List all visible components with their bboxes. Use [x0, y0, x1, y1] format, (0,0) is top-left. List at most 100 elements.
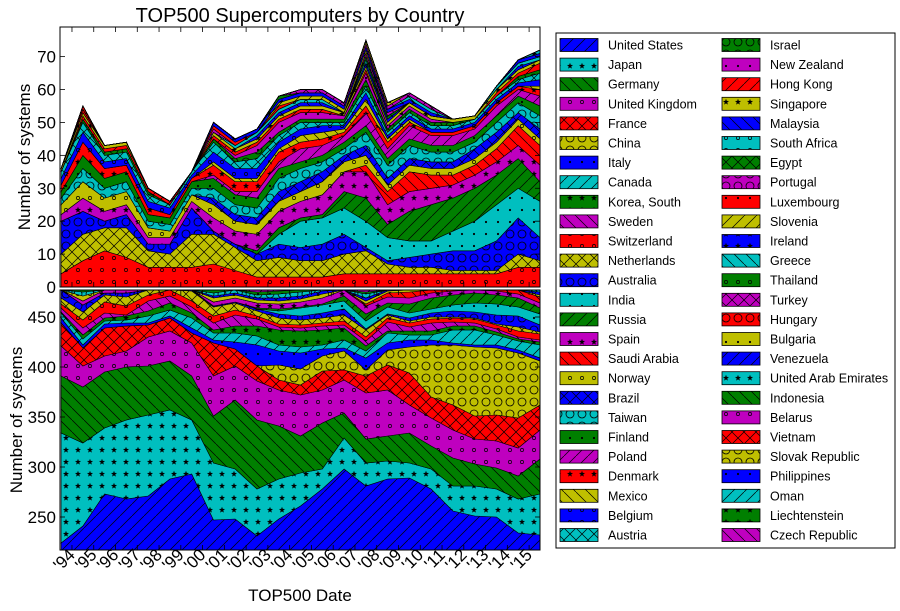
legend-label: Ireland	[770, 235, 808, 249]
legend-swatch	[559, 292, 599, 307]
y-tick-label: 60	[37, 81, 56, 100]
legend-swatch	[721, 234, 761, 248]
legend-label: Indonesia	[770, 391, 824, 405]
legend-label: Korea, South	[608, 195, 681, 209]
legend-label: Germany	[608, 78, 660, 92]
legend-swatch	[559, 351, 599, 366]
legend-item-thailand: Thailand	[721, 273, 818, 288]
y-tick-label: 250	[28, 508, 56, 527]
legend-swatch	[559, 57, 599, 72]
legend-item-venezuela: Venezuela	[721, 351, 828, 366]
x-axis-label: TOP500 Date	[248, 586, 352, 605]
y-tick-label: 10	[37, 245, 56, 264]
y-tick-label: 30	[37, 179, 56, 198]
legend-item-oman: Oman	[721, 488, 804, 503]
legend-swatch	[559, 253, 599, 268]
legend-swatch	[559, 508, 599, 523]
legend-label: Netherlands	[608, 254, 675, 268]
legend-item-poland: Poland	[559, 449, 647, 464]
legend-label: Greece	[770, 254, 811, 268]
legend-swatch	[559, 449, 599, 464]
legend-label: China	[608, 137, 641, 151]
legend-label: Portugal	[770, 176, 817, 190]
legend-item-egypt: Egypt	[721, 155, 802, 170]
y-tick-label: 350	[28, 408, 56, 427]
legend-swatch	[559, 214, 599, 229]
legend-swatch	[559, 38, 599, 52]
plot-frame-lower	[59, 289, 541, 551]
legend-item-slovak-republic: Slovak Republic	[721, 449, 860, 464]
legend-item-germany: Germany	[559, 77, 660, 92]
legend-item-saudi-arabia: Saudi Arabia	[559, 351, 679, 366]
y-tick-label: 40	[37, 146, 56, 165]
legend-label: Egypt	[770, 156, 802, 170]
legend-label: United Kingdom	[608, 97, 697, 111]
legend-label: Canada	[608, 176, 652, 190]
panel-lower: 250 300 350 400 450	[28, 289, 541, 551]
legend-swatch	[559, 77, 599, 92]
legend-label: Finland	[608, 431, 649, 445]
y-tick-label: 50	[37, 113, 56, 132]
legend-label: Belarus	[770, 411, 812, 425]
y-axis-label-lower: Number of systems	[7, 347, 26, 493]
y-tick-label: 70	[37, 48, 56, 67]
legend-item-indonesia: Indonesia	[721, 390, 824, 405]
y-tick-label: 400	[28, 358, 56, 377]
legend-swatch	[721, 351, 761, 366]
legend-label: Philippines	[770, 470, 830, 484]
legend-swatch	[559, 312, 599, 327]
legend-label: Turkey	[770, 293, 808, 307]
legend-item-belarus: Belarus	[721, 410, 812, 425]
legend-label: Russia	[608, 313, 646, 327]
legend-item-belgium: Belgium	[559, 508, 653, 523]
legend-label: Sweden	[608, 215, 653, 229]
legend: United States Japan Germany United Kingdom F…	[555, 32, 896, 549]
legend-item-hungary: Hungary	[721, 312, 818, 327]
legend-label: Brazil	[608, 391, 639, 405]
legend-swatch	[721, 116, 761, 131]
legend-item-india: India	[559, 292, 635, 307]
panel-upper: 0 10 20 30 40 50 60 70	[37, 26, 541, 297]
legend-swatch	[721, 253, 761, 268]
legend-label: Saudi Arabia	[608, 352, 679, 366]
legend-label: Japan	[608, 58, 642, 72]
y-tick-label: 0	[47, 278, 56, 297]
legend-swatch	[721, 214, 761, 229]
legend-swatch	[721, 469, 761, 484]
legend-item-vietnam: Vietnam	[721, 430, 816, 445]
legend-item-new-zealand: New Zealand	[721, 57, 844, 72]
legend-item-japan: Japan	[559, 57, 642, 72]
legend-label: Hungary	[770, 313, 818, 327]
legend-swatch	[721, 57, 761, 72]
legend-label: Oman	[770, 489, 804, 503]
legend-swatch	[559, 488, 599, 503]
legend-item-bulgaria: Bulgaria	[721, 332, 816, 347]
legend-item-israel: Israel	[721, 38, 801, 53]
plot-frame-upper	[59, 26, 541, 288]
legend-label: Austria	[608, 529, 647, 543]
legend-label: Switzerland	[608, 235, 673, 249]
legend-label: Slovak Republic	[770, 450, 860, 464]
legend-swatch	[559, 332, 599, 346]
area-czech-republic-upper	[60, 39, 540, 202]
legend-item-hong-kong: Hong Kong	[721, 77, 833, 92]
legend-swatch	[721, 96, 761, 111]
legend-label: United Arab Emirates	[770, 372, 888, 386]
legend-swatch	[721, 38, 761, 52]
legend-item-greece: Greece	[721, 253, 811, 268]
legend-swatch	[721, 332, 761, 346]
legend-swatch	[559, 371, 599, 386]
legend-item-brazil: Brazil	[559, 390, 639, 405]
legend-swatch	[721, 175, 761, 190]
legend-item-taiwan: Taiwan	[559, 410, 647, 425]
legend-item-norway: Norway	[559, 371, 651, 386]
legend-swatch	[721, 528, 761, 542]
legend-label: Italy	[608, 156, 632, 170]
legend-label: Poland	[608, 450, 647, 464]
y-axis-label-upper: Number of systems	[15, 84, 34, 230]
legend-swatch	[721, 371, 761, 386]
legend-label: Luxembourg	[770, 195, 840, 209]
legend-item-mexico: Mexico	[559, 488, 648, 503]
legend-label: Israel	[770, 39, 801, 53]
